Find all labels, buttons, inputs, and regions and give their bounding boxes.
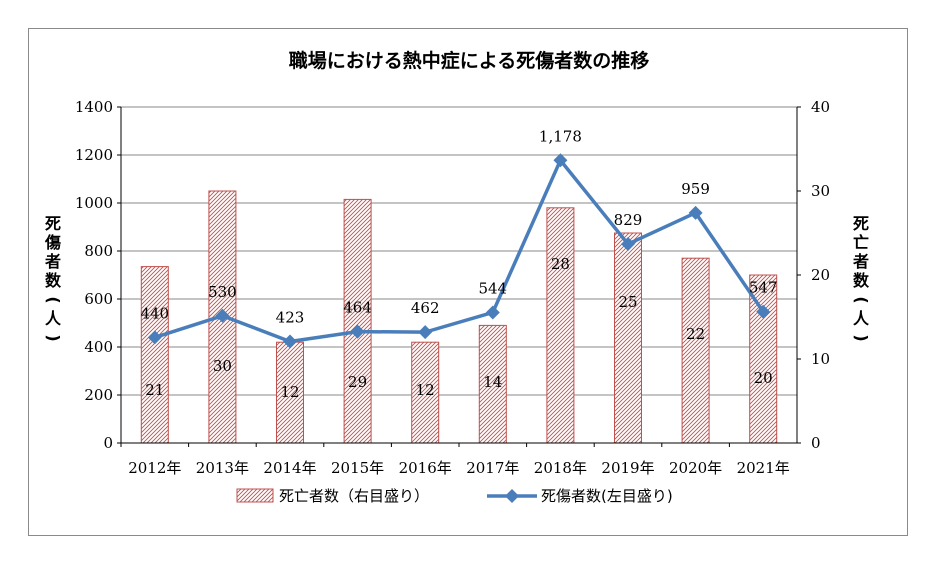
y-left-tick-label: 400 — [84, 338, 113, 356]
bar-2020年 — [681, 257, 710, 444]
x-tick-label: 2013年 — [196, 459, 249, 477]
x-tick-label: 2021年 — [737, 459, 790, 477]
line-data-label: 440 — [140, 304, 169, 322]
bar-data-label: 28 — [551, 255, 570, 273]
line-data-label: 464 — [343, 299, 372, 317]
legend-swatch-bar — [236, 488, 274, 503]
axis-label-char: 者 — [852, 252, 869, 271]
line-data-label: 959 — [681, 180, 710, 198]
bar-data-label: 25 — [618, 293, 637, 311]
axis-layer: 0 200 400 600 800 1000 1200 1400 0 10 20 30 40 2012年 2… — [44, 98, 871, 477]
axis-label-char: 死 — [45, 214, 61, 233]
bar-data-label: 20 — [754, 369, 773, 387]
x-tick-label: 2016年 — [399, 459, 452, 477]
bar-2018年 — [546, 207, 575, 444]
axis-label-char: 数 — [853, 271, 870, 290]
line-series — [154, 158, 765, 344]
axis-label-char: ) — [852, 334, 871, 341]
y-right-axis-label: 死亡者数 ( 人) — [852, 214, 871, 342]
line-marker-2020年 — [688, 205, 703, 220]
axis-label-char: ( — [44, 296, 63, 303]
y-left-tick-label: 1000 — [75, 194, 113, 212]
axis-label-char: 数 — [45, 271, 62, 290]
bar-2019年 — [614, 232, 642, 444]
bar-data-label: 14 — [483, 373, 502, 391]
chart-svg: 職場における熱中症による死傷者数の推移 440 530 423 464 462 544 1,… — [44, 49, 871, 505]
y-left-axis-label: 死傷者数 ( 人) — [44, 214, 63, 342]
legend-marker-line — [505, 489, 519, 503]
line-data-label: 462 — [411, 299, 440, 317]
axis-label-char: 者 — [44, 252, 61, 271]
x-tick-label: 2015年 — [331, 459, 384, 477]
bar-data-label: 29 — [348, 373, 367, 391]
y-left-tick-label: 1200 — [75, 146, 113, 164]
legend-label-line: 死傷者数(左目盛り) — [541, 487, 673, 505]
x-tick-label: 2017年 — [466, 459, 519, 477]
line-data-label: 547 — [749, 279, 778, 297]
line-marker-2017年 — [485, 305, 500, 320]
bar-2014年 — [276, 341, 304, 444]
bar-2012年 — [140, 266, 169, 444]
line-marker-2018年 — [553, 153, 568, 168]
legend: 死亡者数（右目盛り） 死傷者数(左目盛り) — [236, 487, 673, 505]
y-right-tick-label: 20 — [811, 266, 830, 284]
y-right-tick-label: 30 — [811, 182, 830, 200]
line-data-label: 829 — [614, 211, 643, 229]
chart-frame: 職場における熱中症による死傷者数の推移 440 530 423 464 462 544 1,… — [28, 28, 908, 536]
axis-label-char: 人 — [853, 309, 870, 328]
bar-data-label: 22 — [686, 325, 705, 343]
legend-label-bar: 死亡者数（右目盛り） — [279, 487, 429, 505]
line-layer — [147, 153, 771, 349]
bar-data-label: 30 — [213, 357, 232, 375]
line-marker-2021年 — [756, 304, 771, 319]
line-marker-2015年 — [350, 324, 365, 339]
x-tick-label: 2012年 — [128, 459, 181, 477]
bar-2016年 — [411, 341, 440, 444]
axis-label-char: 傷 — [44, 233, 61, 252]
line-data-label: 530 — [208, 283, 237, 301]
x-tick-label: 2014年 — [263, 459, 316, 477]
axis-label-char: ) — [44, 334, 63, 341]
bar-data-label: 12 — [416, 381, 435, 399]
y-left-tick-label: 1400 — [75, 98, 113, 116]
line-data-label: 544 — [478, 279, 507, 297]
y-right-tick-label: 0 — [811, 434, 821, 452]
y-left-tick-label: 0 — [103, 434, 113, 452]
line-data-label: 423 — [276, 308, 305, 326]
y-left-tick-label: 800 — [84, 242, 113, 260]
line-marker-2012年 — [147, 330, 162, 345]
x-tick-label: 2018年 — [534, 459, 587, 477]
x-tick-label: 2019年 — [601, 459, 654, 477]
y-right-tick-label: 10 — [811, 350, 830, 368]
line-marker-2016年 — [418, 325, 433, 340]
line-marker-2019年 — [621, 237, 635, 252]
y-left-tick-label: 200 — [84, 386, 113, 404]
axis-label-char: 亡 — [853, 233, 869, 252]
y-left-tick-label: 600 — [84, 290, 113, 308]
bar-2017年 — [478, 324, 507, 444]
bar-data-label: 21 — [145, 381, 164, 399]
bar-2021年 — [749, 274, 778, 444]
label-layer: 440 530 423 464 462 544 1,178 829 959 547 21 30 12 29… — [140, 127, 777, 401]
line-marker-2014年 — [283, 334, 297, 349]
chart-title: 職場における熱中症による死傷者数の推移 — [289, 49, 649, 72]
bar-data-label: 12 — [280, 383, 299, 401]
bar-2015年 — [343, 198, 372, 444]
y-right-tick-label: 40 — [811, 98, 830, 116]
line-marker-2013年 — [215, 308, 230, 323]
x-tick-label: 2020年 — [669, 459, 722, 477]
axis-label-char: ( — [852, 296, 871, 303]
bar-layer — [140, 190, 778, 444]
axis-label-char: 死 — [853, 214, 869, 233]
line-data-label: 1,178 — [539, 127, 582, 145]
axis-label-char: 人 — [45, 309, 62, 328]
